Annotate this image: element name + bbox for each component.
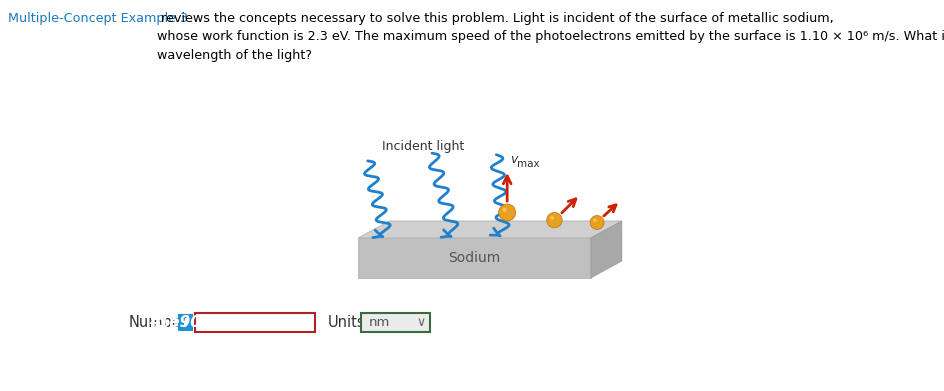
Text: Multiple-Concept Example 3: Multiple-Concept Example 3 xyxy=(8,12,188,25)
Text: Number: Number xyxy=(128,315,187,330)
Circle shape xyxy=(498,204,515,221)
FancyBboxPatch shape xyxy=(177,314,194,331)
Text: i: i xyxy=(183,315,188,330)
Text: Incident light: Incident light xyxy=(381,140,464,153)
Polygon shape xyxy=(358,238,590,278)
Text: Sodium: Sodium xyxy=(448,251,500,265)
Circle shape xyxy=(589,215,603,230)
Text: max: max xyxy=(516,159,539,169)
Circle shape xyxy=(502,208,506,212)
Text: reviews the concepts necessary to solve this problem. Light is incident of the s: reviews the concepts necessary to solve … xyxy=(157,12,944,62)
Text: Units: Units xyxy=(327,315,364,330)
Text: #1e90d8: #1e90d8 xyxy=(148,315,223,330)
Polygon shape xyxy=(590,221,621,278)
Circle shape xyxy=(549,216,553,220)
Text: ∨: ∨ xyxy=(416,316,425,329)
Text: nm: nm xyxy=(368,316,390,329)
Circle shape xyxy=(593,219,596,222)
FancyBboxPatch shape xyxy=(361,313,430,332)
Polygon shape xyxy=(358,221,621,238)
Circle shape xyxy=(547,212,562,228)
Text: $v$: $v$ xyxy=(510,153,519,166)
FancyBboxPatch shape xyxy=(194,313,314,332)
